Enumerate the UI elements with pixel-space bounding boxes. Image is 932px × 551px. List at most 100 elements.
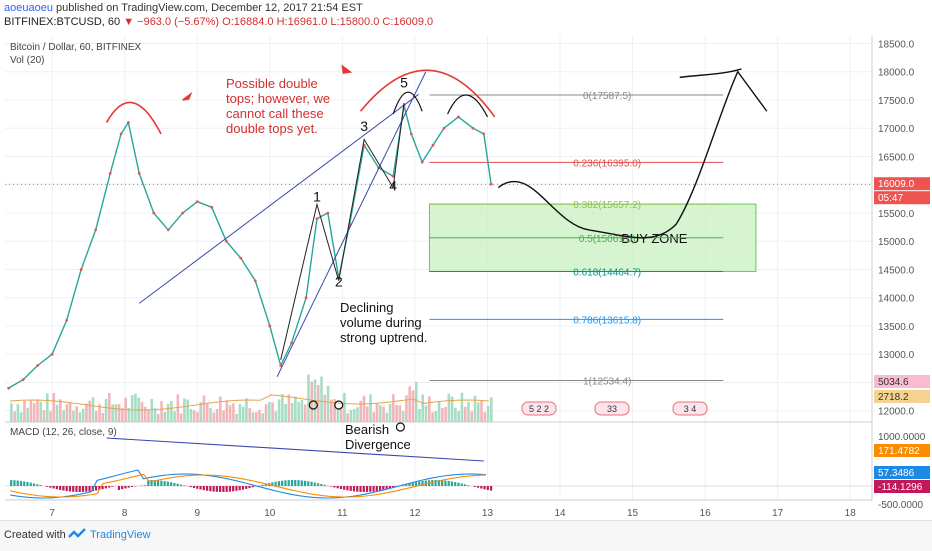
price-point <box>305 296 308 299</box>
price-tick-label: 14000.0 <box>878 294 915 305</box>
projection-cap <box>680 69 742 77</box>
volume-bar <box>392 394 395 422</box>
volume-bar <box>284 404 287 422</box>
volume-bar <box>131 395 134 422</box>
volume-bar <box>356 407 359 422</box>
time-tick-label: 12 <box>409 508 421 519</box>
macd-hist-bar <box>222 486 224 492</box>
macd-hist-bar <box>464 484 466 486</box>
fib-label: 0.382(15657.2) <box>573 200 641 211</box>
volume-bar <box>275 411 278 422</box>
macd-hist-bar <box>20 481 22 486</box>
volume-bar <box>150 399 153 422</box>
tradingview-link[interactable]: TradingView <box>90 529 151 541</box>
macd-hist-bar <box>451 481 453 486</box>
volume-bar <box>379 405 382 422</box>
macd-tick-label: 1000.0000 <box>878 432 926 443</box>
volume-bar <box>418 409 421 422</box>
chart-title: Bitcoin / Dollar, 60, BITFINEX <box>10 42 141 53</box>
macd-hist-bar <box>359 486 361 492</box>
volume-bar <box>343 393 346 422</box>
volume-bar <box>10 403 13 422</box>
volume-bar <box>69 402 72 422</box>
volume-bar <box>79 412 82 422</box>
volume-bar <box>115 404 118 422</box>
volume-title: Vol (20) <box>10 55 44 66</box>
volume-bar <box>199 402 202 422</box>
fib-label: 0(17587.5) <box>583 91 631 102</box>
macd-hist-bar <box>17 481 19 486</box>
macd-hist-bar <box>317 483 319 486</box>
macd-hist-bar <box>111 486 113 487</box>
volume-bar <box>239 404 242 422</box>
histogram-badge: -114.1296 <box>878 482 923 493</box>
volume-bar <box>141 402 144 422</box>
symbol-line: BITFINEX:BTCUSD, 60 ▼ −963.0 (−5.67%) O:… <box>4 16 433 28</box>
volume-bar <box>206 403 209 422</box>
volume-bar <box>170 401 173 422</box>
macd-hist-bar <box>157 480 159 486</box>
volume-bar <box>147 409 150 422</box>
macd-hist-bar <box>69 486 71 491</box>
price-point <box>316 217 319 220</box>
volume-bar <box>376 403 379 422</box>
price-point <box>196 200 199 203</box>
volume-bar <box>297 402 300 422</box>
macd-hist-bar <box>229 486 231 492</box>
macd-hist-bar <box>379 486 381 491</box>
price-point <box>472 127 475 130</box>
volume-bar <box>183 398 186 422</box>
macd-hist-bar <box>131 486 133 487</box>
volume-bar <box>36 399 39 422</box>
price-point <box>51 353 54 356</box>
volume-bar <box>88 401 91 422</box>
volume-bar <box>412 390 415 422</box>
macd-hist-bar <box>49 486 51 488</box>
publish-info: published on TradingView.com, December 1… <box>56 2 363 14</box>
macd-hist-bar <box>353 486 355 491</box>
macd-hist-bar <box>281 481 283 486</box>
volume-bar <box>43 410 46 422</box>
volume-bar <box>144 407 147 422</box>
macd-hist-bar <box>164 481 166 486</box>
time-tick-label: 11 <box>337 508 348 519</box>
volume-bar <box>435 411 438 422</box>
event-marker-label: 5 2 2 <box>529 404 549 414</box>
volume-bar <box>268 402 271 422</box>
macd-hist-bar <box>39 485 41 486</box>
price-chart[interactable]: BUY ZONE 0(17587.5)0.236(16395.0)0.382(1… <box>0 30 932 520</box>
macd-hist-bar <box>216 486 218 492</box>
volume-bar <box>467 402 470 422</box>
macd-hist-bar <box>160 481 162 486</box>
fib-label: 0.786(13615.8) <box>573 315 641 326</box>
volume-bar <box>39 402 42 422</box>
volume-bar <box>82 409 85 422</box>
macd-hist-bar <box>474 486 476 487</box>
macd-hist-bar <box>121 486 123 489</box>
macd-hist-bar <box>288 480 290 486</box>
annotation-double-top: double tops yet. <box>226 121 318 136</box>
price-point <box>36 364 39 367</box>
macd-hist-bar <box>128 486 130 488</box>
author-link[interactable]: aoeuaoeu <box>4 2 53 14</box>
volume-bar <box>271 402 274 422</box>
time-tick-label: 16 <box>700 508 712 519</box>
macd-hist-bar <box>350 486 352 491</box>
macd-hist-bar <box>278 481 280 486</box>
price-point <box>290 342 293 345</box>
macd-hist-bar <box>441 480 443 486</box>
volume-bar <box>337 410 340 422</box>
volume-bar <box>23 401 26 422</box>
price-point <box>109 172 112 175</box>
macd-hist-bar <box>320 484 322 486</box>
event-marker-label: 33 <box>607 404 617 414</box>
price-change: ▼ −963.0 (−5.67%) <box>123 16 219 28</box>
macd-hist-bar <box>245 486 247 489</box>
price-point <box>421 161 424 164</box>
macd-hist-bar <box>337 486 339 488</box>
macd-hist-bar <box>46 486 48 487</box>
macd-hist-bar <box>141 485 143 486</box>
volume-badge: 5034.6 <box>878 377 909 388</box>
top-arc-2 <box>448 95 488 117</box>
volume-bar <box>438 401 441 422</box>
